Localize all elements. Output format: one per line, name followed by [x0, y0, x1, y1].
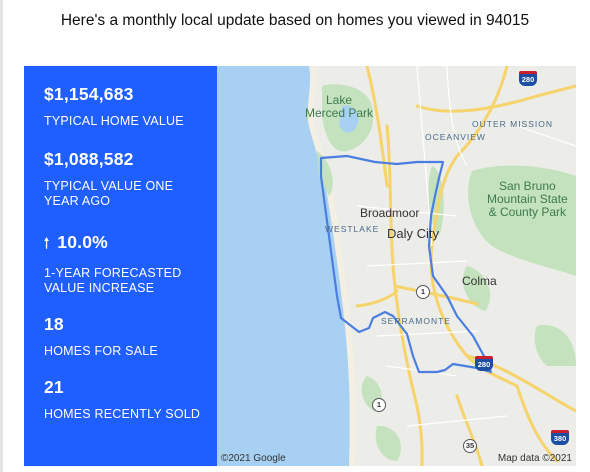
ocean [217, 66, 350, 466]
map-credit-data: Map data ©2021 [497, 453, 572, 464]
map-label-lake-merced: Lake Merced Park [305, 93, 374, 120]
interstate-280-shield: 280 [475, 356, 493, 371]
route-35-shield: 35 [463, 439, 477, 453]
map-credit-google: ©2021 Google [221, 453, 286, 464]
left-border [0, 0, 3, 472]
interstate-380-shield: 380 [551, 430, 569, 445]
route-1-shield-south: 1 [372, 398, 386, 412]
arrow-up-icon: 🠑 [44, 235, 50, 251]
map-label-san-bruno: San Bruno Mountain State & County Park [487, 179, 568, 219]
stat-value: $1,088,582 [44, 149, 134, 169]
stat-value: $1,154,683 [44, 84, 134, 104]
stat-homes-recently-sold: 21 HOMES RECENTLY SOLD [44, 377, 209, 422]
san-bruno-park-area [468, 165, 576, 276]
stat-homes-for-sale: 18 HOMES FOR SALE [44, 314, 209, 359]
area-map[interactable]: Lake Merced Park OUTER MISSION OCEANVIEW… [217, 66, 576, 466]
map-graphic [217, 66, 576, 466]
stat-typical-home-value: $1,154,683 TYPICAL HOME VALUE [44, 84, 209, 129]
interstate-280-shield-top: 280 [519, 71, 537, 86]
stat-forecast: 🠑 10.0% 1-YEAR FORECASTED VALUE INCREASE [44, 232, 209, 296]
map-label-oceanview: OCEANVIEW [425, 132, 486, 142]
map-label-westlake: WESTLAKE [325, 224, 380, 234]
map-label-daly-city: Daly City [387, 226, 440, 241]
map-label-serramonte: SERRAMONTE [381, 316, 451, 326]
zip-boundary [319, 154, 493, 374]
stat-value: 18 [44, 314, 64, 334]
sr1-road [385, 124, 424, 466]
map-label-colma: Colma [462, 274, 497, 288]
map-label-outer-mission: OUTER MISSION [472, 119, 554, 129]
stat-label: TYPICAL HOME VALUE [44, 114, 184, 128]
stat-value: 21 [44, 377, 64, 397]
lake-merced-water [339, 105, 359, 133]
stat-value: 10.0% [57, 232, 108, 252]
stat-label: 1-YEAR FORECASTED VALUE INCREASE [44, 266, 182, 295]
stat-label: HOMES RECENTLY SOLD [44, 407, 201, 421]
stat-typical-value-year-ago: $1,088,582 TYPICAL VALUE ONE YEAR AGO [44, 149, 209, 209]
route-1-shield: 1 [416, 285, 430, 299]
stat-label: TYPICAL VALUE ONE YEAR AGO [44, 179, 174, 208]
map-label-broadmoor: Broadmoor [360, 206, 420, 220]
page-headline: Here's a monthly local update based on h… [60, 12, 530, 29]
stat-label: HOMES FOR SALE [44, 344, 158, 358]
stats-panel: $1,154,683 TYPICAL HOME VALUE $1,088,582… [24, 66, 217, 466]
stat-value-row: 🠑 10.0% [44, 232, 209, 257]
market-update-card: $1,154,683 TYPICAL HOME VALUE $1,088,582… [24, 66, 576, 466]
